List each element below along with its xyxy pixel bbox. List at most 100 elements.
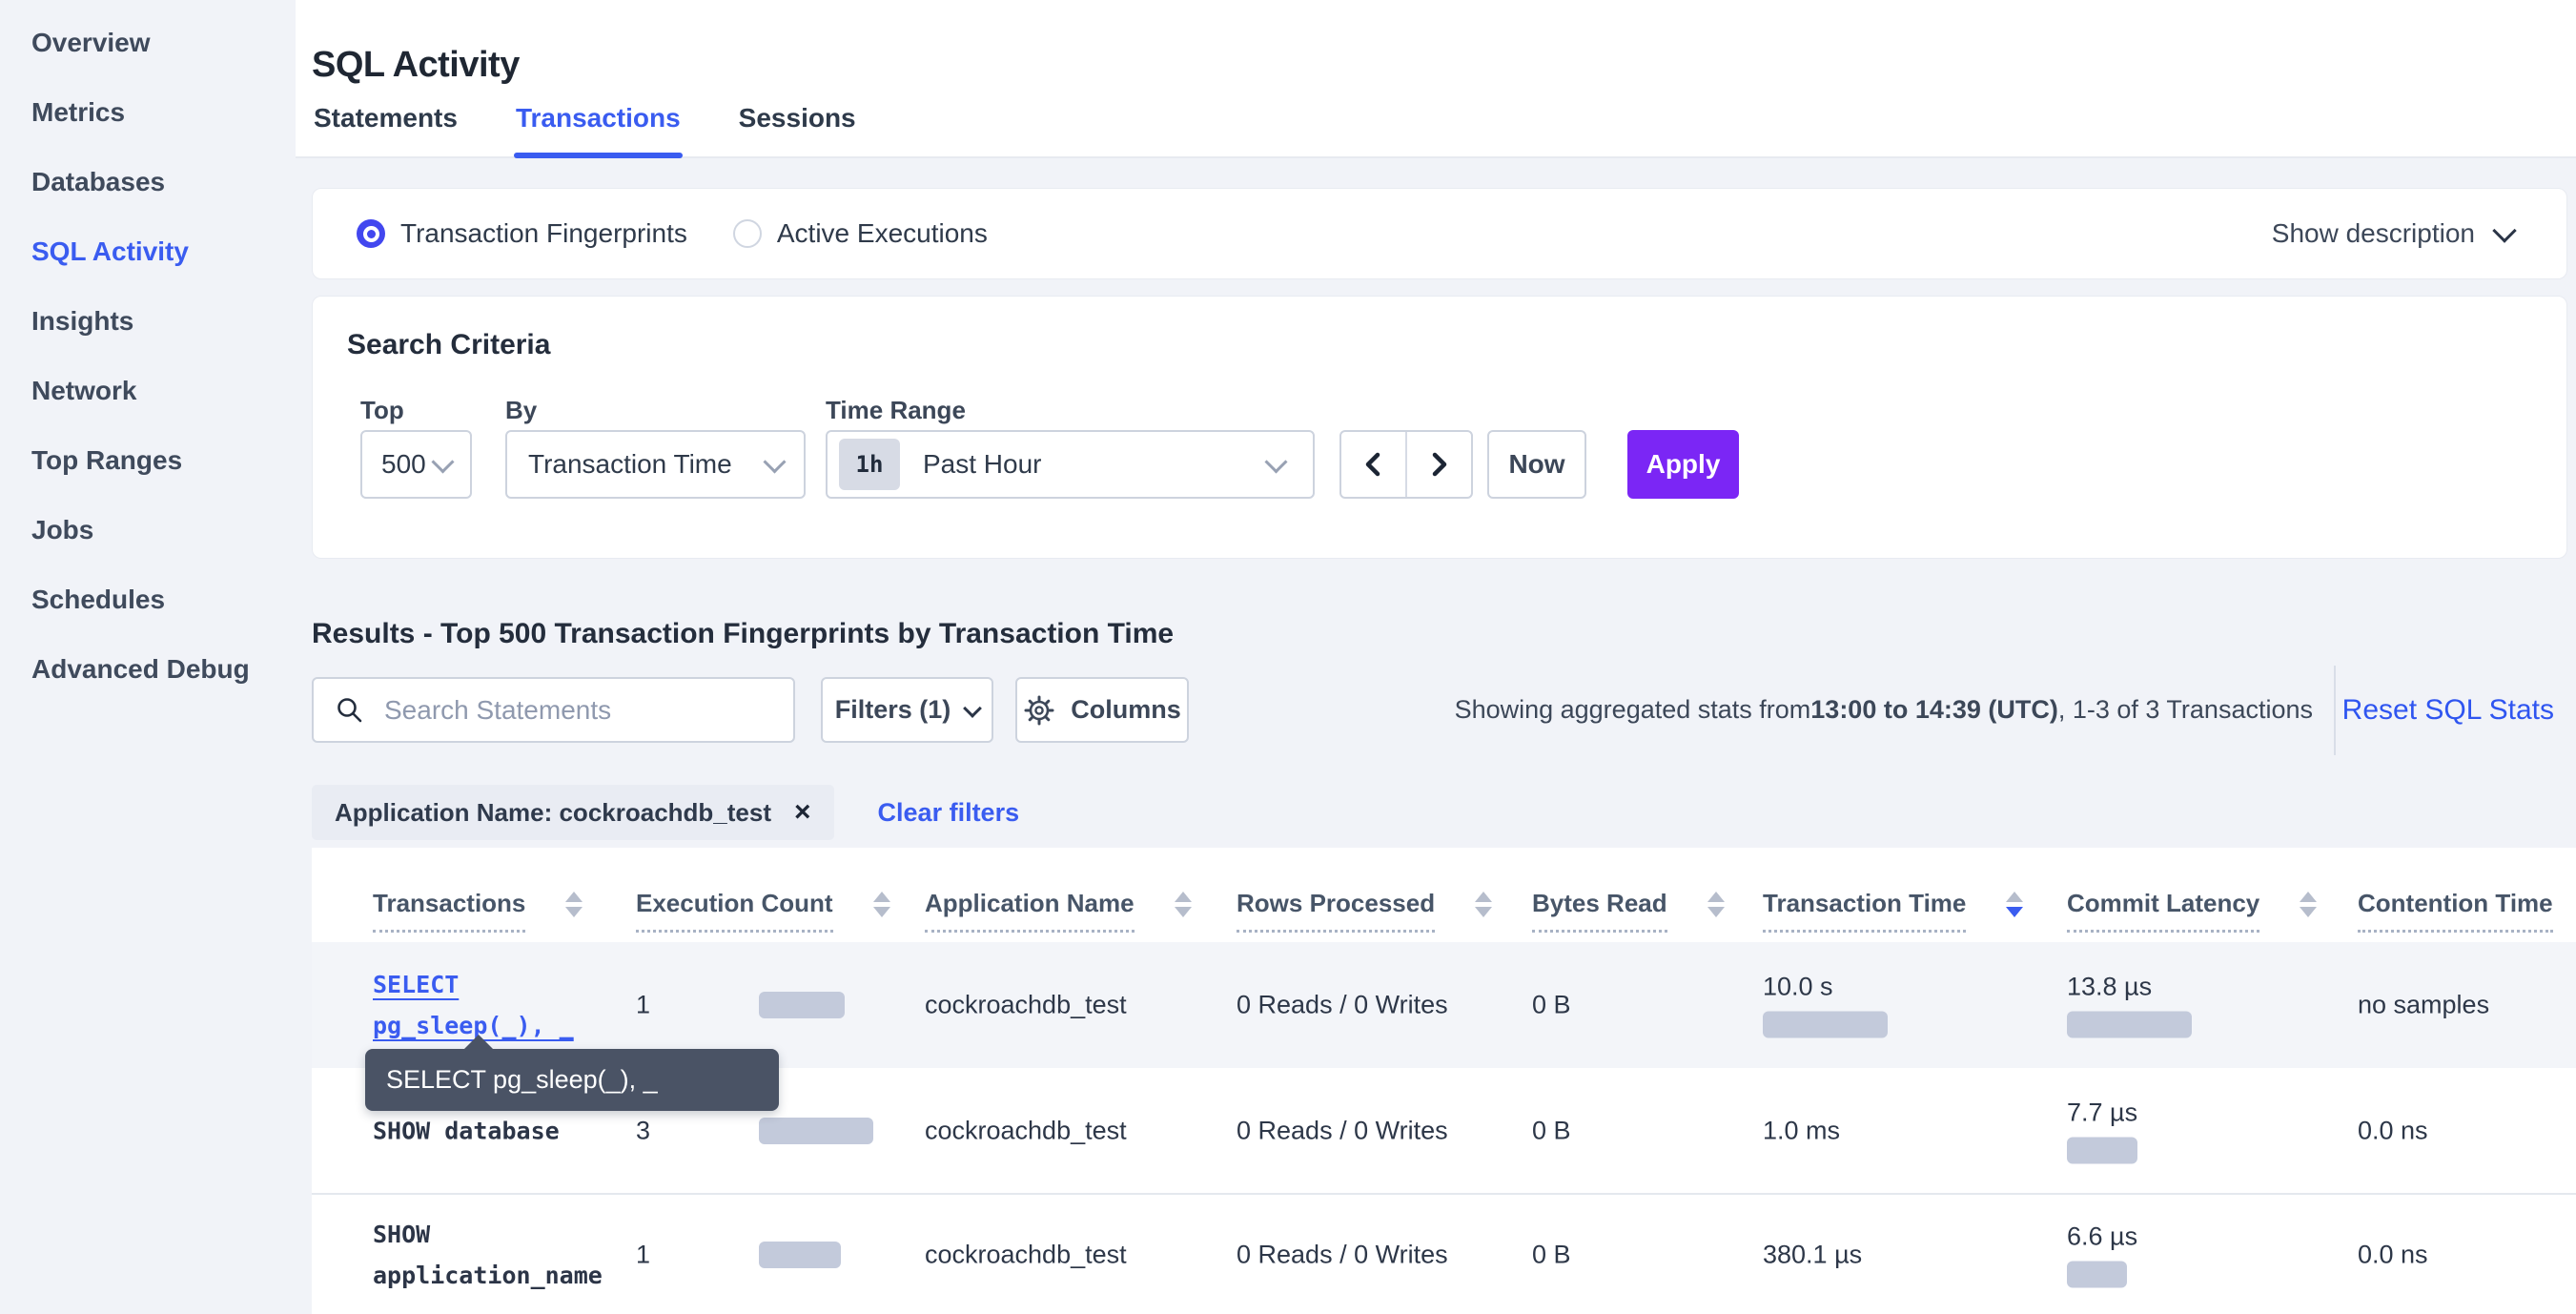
divider xyxy=(2334,666,2336,755)
commit-latency-cell: 13.8 µs xyxy=(2067,973,2192,1038)
contention-time-value: 0.0 ns xyxy=(2358,1116,2428,1144)
transaction-time-value: 10.0 s xyxy=(1763,972,1833,1001)
application-name-value: cockroachdb_test xyxy=(925,990,1127,1019)
sidebar-item-schedules[interactable]: Schedules xyxy=(31,584,166,614)
sidebar-item-databases[interactable]: Databases xyxy=(31,166,166,196)
column-header-application-name[interactable]: Application Name xyxy=(925,889,1192,933)
page-header: SQL Activity Statements Transactions Ses… xyxy=(296,0,2576,158)
radio-active-executions[interactable]: Active Executions xyxy=(732,218,988,249)
column-header-execution-count[interactable]: Execution Count xyxy=(636,889,890,933)
sort-icon xyxy=(2006,892,2024,917)
sidebar-nav: Overview Metrics Databases SQL Activity … xyxy=(0,0,296,1314)
sort-icon xyxy=(2300,892,2318,917)
reset-sql-stats-link[interactable]: Reset SQL Stats xyxy=(2341,693,2554,726)
next-time-button[interactable] xyxy=(1407,432,1471,497)
chevron-left-icon xyxy=(1365,452,1380,477)
tab-transactions[interactable]: Transactions xyxy=(513,103,683,158)
filter-chip-label: Application Name: cockroachdb_test xyxy=(335,797,771,827)
sidebar-item-network[interactable]: Network xyxy=(31,375,137,405)
radio-label: Active Executions xyxy=(776,218,988,248)
sidebar-item-top-ranges[interactable]: Top Ranges xyxy=(31,444,183,475)
sidebar-item-metrics[interactable]: Metrics xyxy=(31,96,126,127)
time-range-select[interactable]: 1h Past Hour xyxy=(826,430,1315,499)
columns-label: Columns xyxy=(1071,695,1181,724)
now-button[interactable]: Now xyxy=(1487,430,1586,499)
top-label: Top xyxy=(360,396,404,424)
top-select-value: 500 xyxy=(381,449,426,479)
contention-time-value: no samples xyxy=(2358,990,2490,1019)
execution-count-value: 1 xyxy=(636,990,651,1019)
tab-bar: Statements Transactions Sessions xyxy=(312,103,858,158)
table-row[interactable]: SHOW application_name 1 cockroachdb_test… xyxy=(312,1195,2576,1314)
stats-time-range: 13:00 to 14:39 (UTC) xyxy=(1810,695,2058,724)
view-toggle-card: Transaction Fingerprints Active Executio… xyxy=(312,188,2567,279)
sort-icon xyxy=(1707,892,1725,917)
radio-transaction-fingerprints[interactable]: Transaction Fingerprints xyxy=(357,218,687,249)
show-description-toggle[interactable]: Show description xyxy=(2271,189,2517,278)
transaction-time-cell: 380.1 µs xyxy=(1763,1240,1862,1269)
sort-icon xyxy=(565,892,583,917)
commit-latency-bar xyxy=(2067,1011,2192,1038)
column-header-commit-latency[interactable]: Commit Latency xyxy=(2067,889,2318,933)
close-icon[interactable]: × xyxy=(794,796,811,828)
transaction-fingerprint-link[interactable]: SHOW database xyxy=(373,1117,560,1144)
filter-chip-application-name: Application Name: cockroachdb_test × xyxy=(312,785,834,840)
top-select[interactable]: 500 xyxy=(360,430,472,499)
search-statements-box xyxy=(312,677,795,743)
apply-button[interactable]: Apply xyxy=(1627,430,1739,499)
bytes-read-value: 0 B xyxy=(1532,1240,1571,1268)
prev-time-button[interactable] xyxy=(1341,432,1405,497)
search-icon xyxy=(337,697,362,722)
time-range-label: Time Range xyxy=(826,396,966,424)
content-area: Transaction Fingerprints Active Executio… xyxy=(296,158,2576,1314)
table-row[interactable]: SHOW database 3 cockroachdb_test 0 Reads… xyxy=(312,1068,2576,1195)
commit-latency-bar xyxy=(2067,1137,2137,1163)
filters-button[interactable]: Filters (1) xyxy=(821,677,993,743)
bytes-read-value: 0 B xyxy=(1532,990,1571,1019)
sidebar-item-overview[interactable]: Overview xyxy=(31,27,151,57)
column-header-contention-time[interactable]: Contention Time xyxy=(2358,889,2576,933)
commit-latency-value: 7.7 µs xyxy=(2067,1098,2138,1126)
execution-count-bar xyxy=(759,992,845,1018)
transactions-table: Transactions Execution Count Application… xyxy=(312,848,2576,1314)
rows-processed-value: 0 Reads / 0 Writes xyxy=(1237,1116,1448,1144)
chevron-down-icon xyxy=(1264,449,1288,474)
tab-statements[interactable]: Statements xyxy=(314,103,458,133)
by-label: By xyxy=(505,396,538,424)
chevron-right-icon xyxy=(1433,452,1447,477)
radio-icon xyxy=(357,219,385,248)
application-name-value: cockroachdb_test xyxy=(925,1240,1127,1268)
commit-latency-value: 13.8 µs xyxy=(2067,972,2153,1001)
view-toggle-group: Transaction Fingerprints Active Executio… xyxy=(357,189,988,278)
sidebar-item-sql-activity[interactable]: SQL Activity xyxy=(31,236,189,266)
execution-count-value: 3 xyxy=(636,1116,651,1144)
tab-sessions[interactable]: Sessions xyxy=(738,103,856,133)
transaction-time-value: 1.0 ms xyxy=(1763,1116,1841,1144)
results-toolbar: Filters (1) Columns Showing agg xyxy=(296,666,2576,755)
sidebar-item-advanced-debug[interactable]: Advanced Debug xyxy=(31,653,250,684)
column-header-transaction-time[interactable]: Transaction Time xyxy=(1763,889,2024,933)
transaction-time-bar xyxy=(1763,1011,1888,1038)
column-header-bytes-read[interactable]: Bytes Read xyxy=(1532,889,1725,933)
sort-icon xyxy=(1475,892,1493,917)
by-select[interactable]: Transaction Time xyxy=(505,430,806,499)
sort-icon xyxy=(872,892,890,917)
transaction-time-cell: 10.0 s xyxy=(1763,973,1888,1038)
clear-filters-link[interactable]: Clear filters xyxy=(877,797,1020,827)
results-heading: Results - Top 500 Transaction Fingerprin… xyxy=(312,618,1175,649)
bytes-read-value: 0 B xyxy=(1532,1116,1571,1144)
columns-button[interactable]: Columns xyxy=(1015,677,1189,743)
execution-count-value: 1 xyxy=(636,1240,651,1268)
sidebar-item-jobs[interactable]: Jobs xyxy=(31,514,94,544)
search-statements-input[interactable] xyxy=(382,693,793,727)
table-header-row: Transactions Execution Count Application… xyxy=(312,848,2576,942)
column-header-transactions[interactable]: Transactions xyxy=(373,889,583,933)
table-row[interactable]: SELECT pg_sleep(_), _ 1 cockroachdb_test… xyxy=(312,942,2576,1068)
column-header-rows-processed[interactable]: Rows Processed xyxy=(1237,889,1493,933)
chevron-down-icon xyxy=(763,449,787,474)
sidebar-item-insights[interactable]: Insights xyxy=(31,305,134,336)
transaction-fingerprint-link[interactable]: SHOW application_name xyxy=(373,1220,603,1289)
show-description-label: Show description xyxy=(2271,218,2475,248)
sort-icon xyxy=(1174,892,1192,917)
